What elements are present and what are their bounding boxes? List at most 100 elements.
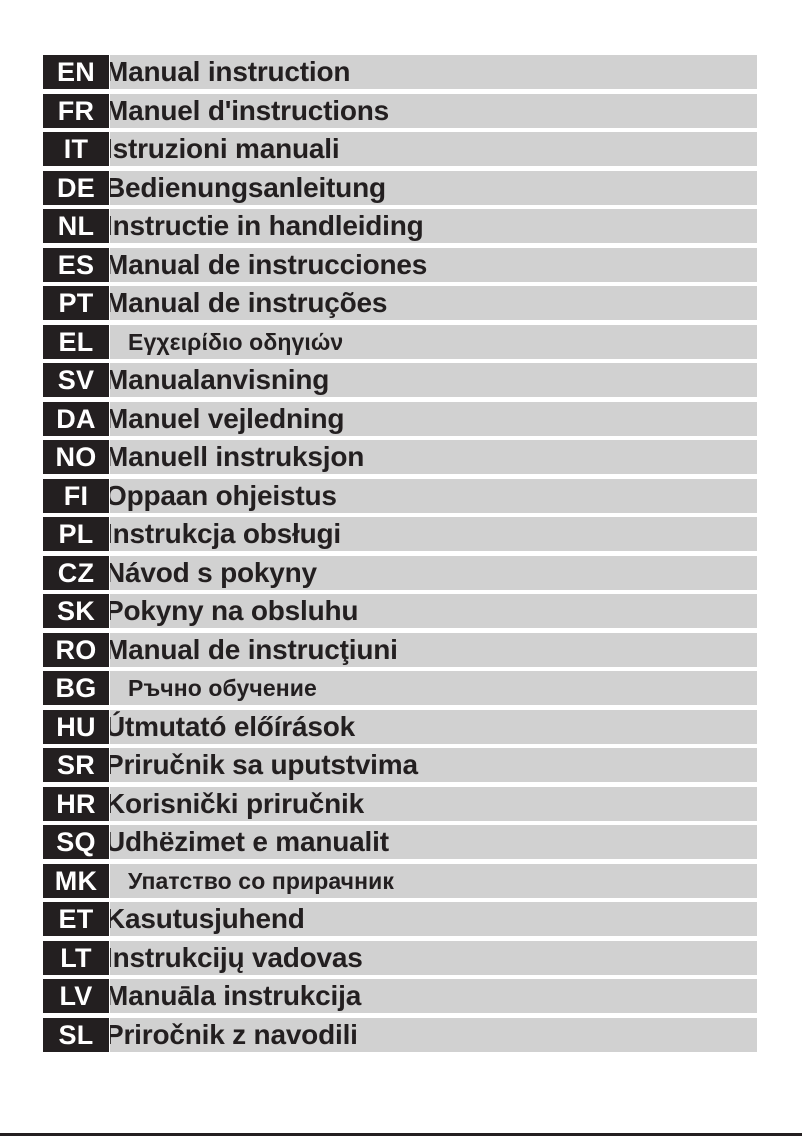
- language-title: Bedienungsanleitung: [110, 171, 386, 203]
- language-code-chip: SR: [43, 748, 109, 782]
- language-title: Priročnik z navodili: [110, 1018, 358, 1050]
- language-row: Manual instruction EN: [0, 55, 802, 94]
- language-row: Priručnik sa uputstvima SR: [0, 748, 802, 787]
- language-title-band: Manuel d'instructions: [110, 93, 757, 128]
- language-row: Bedienungsanleitung DE: [0, 170, 802, 210]
- language-title-band: Упатство со прирачник: [110, 863, 757, 898]
- language-title: Manuel vejledning: [110, 402, 345, 434]
- language-title: Manual de instruções: [110, 287, 388, 318]
- language-code-chip: SQ: [43, 825, 109, 859]
- language-title: Pokyny na obsluhu: [110, 595, 359, 626]
- language-code-chip: DA: [43, 401, 109, 436]
- language-code-chip: PL: [43, 517, 109, 551]
- language-title: Manual de instrucciones: [110, 248, 428, 280]
- language-row: Εγχειρίδιο οδηγιών EL: [0, 324, 802, 364]
- language-title: Oppaan ohjeistus: [110, 479, 337, 511]
- language-row: Instrukcijų vadovas LT: [0, 940, 802, 980]
- language-row: Instructie in handleiding NL: [0, 209, 802, 248]
- language-title: Udhëzimet e manualit: [110, 826, 389, 857]
- language-row: Kasutusjuhend ET: [0, 902, 802, 941]
- language-code-chip: DE: [43, 170, 109, 205]
- language-code-chip: RO: [43, 632, 109, 667]
- language-row: Ръчно обучение BG: [0, 671, 802, 710]
- language-code-chip: LV: [43, 979, 109, 1013]
- page-border: [0, 1133, 802, 1136]
- language-title: Εγχειρίδιο οδηγιών: [128, 328, 344, 355]
- language-title: Priručnik sa uputstvima: [110, 749, 418, 780]
- language-title-band: Manual de instrucciones: [110, 247, 757, 282]
- language-row: Návod s pokyny CZ: [0, 555, 802, 595]
- language-title: Kasutusjuhend: [110, 903, 305, 934]
- language-code-chip: BG: [43, 671, 109, 705]
- language-title-band: Instrukcja obsługi: [110, 517, 757, 551]
- language-title: Návod s pokyny: [110, 556, 317, 588]
- language-row: Manual de instrucţiuni RO: [0, 632, 802, 672]
- language-title: Manuel d'instructions: [110, 94, 390, 126]
- language-code-chip: ES: [43, 247, 109, 282]
- language-code-chip: NO: [43, 440, 109, 474]
- language-code-chip: FR: [43, 93, 109, 128]
- language-title-band: Manual de instruções: [110, 286, 757, 320]
- language-row: Manuel vejledning DA: [0, 401, 802, 441]
- language-row: Istruzioni manuali IT: [0, 132, 802, 171]
- language-title: Útmutató előírások: [110, 710, 355, 742]
- language-title: Korisnički priručnik: [110, 787, 364, 819]
- language-title-band: Ръчно обучение: [110, 671, 757, 705]
- language-title-band: Návod s pokyny: [110, 555, 757, 590]
- language-code-chip: SL: [43, 1017, 109, 1052]
- language-title: Manuāla instrukcija: [110, 980, 362, 1011]
- language-title: Instrukcijų vadovas: [110, 941, 363, 973]
- language-title-band: Instructie in handleiding: [110, 209, 757, 243]
- language-row: Manuell instruksjon NO: [0, 440, 802, 479]
- language-row: Útmutató előírások HU: [0, 709, 802, 749]
- language-code-chip: SV: [43, 363, 109, 397]
- language-title: Manuell instruksjon: [110, 441, 365, 472]
- language-title: Manual de instrucţiuni: [110, 633, 398, 665]
- language-title-band: Manuel vejledning: [110, 401, 757, 436]
- language-code-chip: NL: [43, 209, 109, 243]
- language-code-chip: ET: [43, 902, 109, 936]
- language-title: Упатство со прирачник: [128, 867, 394, 894]
- language-code-chip: HU: [43, 709, 109, 744]
- language-row: Упатство со прирачник MK: [0, 863, 802, 903]
- language-title-band: Útmutató előírások: [110, 709, 757, 744]
- language-title-band: Manualanvisning: [110, 363, 757, 397]
- language-title: Manualanvisning: [110, 364, 330, 395]
- language-title: Ръчно обучение: [128, 675, 317, 701]
- language-row: Manualanvisning SV: [0, 363, 802, 402]
- language-title-band: Pokyny na obsluhu: [110, 594, 757, 628]
- language-title-band: Bedienungsanleitung: [110, 170, 757, 205]
- language-row: Manuel d'instructions FR: [0, 93, 802, 133]
- language-row: Udhëzimet e manualit SQ: [0, 825, 802, 864]
- language-code-chip: EN: [43, 55, 109, 89]
- language-code-chip: EL: [43, 324, 109, 359]
- language-title-band: Kasutusjuhend: [110, 902, 757, 936]
- language-row: Oppaan ohjeistus FI: [0, 478, 802, 518]
- language-code-chip: FI: [43, 478, 109, 513]
- language-title-band: Udhëzimet e manualit: [110, 825, 757, 859]
- language-code-chip: SK: [43, 594, 109, 628]
- language-title-band: Manuell instruksjon: [110, 440, 757, 474]
- language-list: Manual instruction EN Manuel d'instruction…: [0, 55, 802, 1056]
- language-row: Korisnički priručnik HR: [0, 786, 802, 826]
- language-row: Manuāla instrukcija LV: [0, 979, 802, 1018]
- language-title: Instrukcja obsługi: [110, 518, 341, 549]
- language-code-chip: MK: [43, 863, 109, 898]
- language-row: Manual de instruções PT: [0, 286, 802, 325]
- language-title: Manual instruction: [110, 56, 351, 87]
- language-title-band: Korisnički priručnik: [110, 786, 757, 821]
- language-row: Instrukcja obsługi PL: [0, 517, 802, 556]
- language-code-chip: IT: [43, 132, 109, 166]
- language-code-chip: PT: [43, 286, 109, 320]
- language-row: Pokyny na obsluhu SK: [0, 594, 802, 633]
- language-title-band: Manuāla instrukcija: [110, 979, 757, 1013]
- language-row: Manual de instrucciones ES: [0, 247, 802, 287]
- language-title-band: Manual instruction: [110, 55, 757, 89]
- language-title: Instructie in handleiding: [110, 210, 424, 241]
- language-title-band: Manual de instrucţiuni: [110, 632, 757, 667]
- language-code-chip: HR: [43, 786, 109, 821]
- language-title: Istruzioni manuali: [110, 133, 340, 164]
- language-code-chip: CZ: [43, 555, 109, 590]
- language-row: Priročnik z navodili SL: [0, 1017, 802, 1057]
- language-title-band: Εγχειρίδιο οδηγιών: [110, 324, 757, 359]
